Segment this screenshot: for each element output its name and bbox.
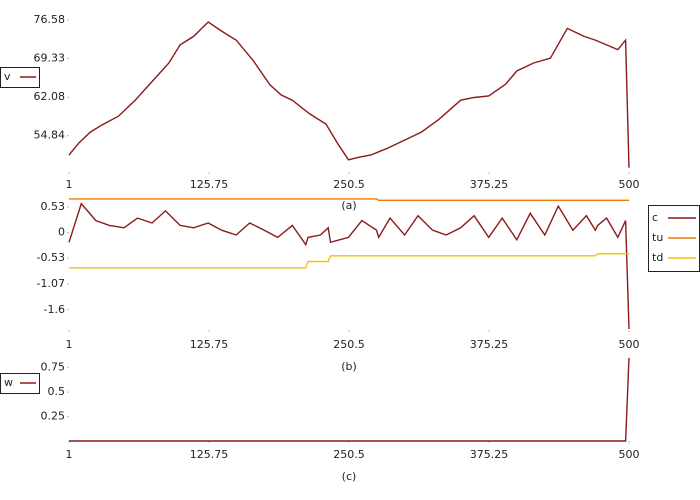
series-line [69,198,629,201]
x-tick-label: 375.25 [470,338,509,351]
caption: (c) [342,470,357,483]
series-line [68,21,630,168]
x-tick-label: 125.75 [190,338,229,351]
x-tick-label: 125.75 [190,448,229,461]
series-line [69,253,629,269]
x-tick-label: 375.25 [470,448,509,461]
x-tick-label: 250.5 [333,178,365,191]
x-tick-label: 500 [619,178,640,191]
legend-label: c [652,211,658,224]
y-tick-label: 76.58 [34,13,66,26]
y-tick-label: 69.33 [34,52,66,65]
legend-label: tu [652,231,663,244]
y-tick-label: 0.5 [48,385,66,398]
x-tick-label: 250.5 [333,448,365,461]
y-tick-label: 62.08 [34,90,66,103]
series-line [68,202,630,330]
x-tick-label: 375.25 [470,178,509,191]
y-tick-label: 0 [58,226,65,239]
caption: (a) [341,199,356,212]
y-tick-label: 0.53 [41,200,66,213]
x-tick-label: 500 [619,448,640,461]
x-tick-label: 500 [619,338,640,351]
y-tick-label: 54.84 [34,129,66,142]
x-tick-label: 250.5 [333,338,365,351]
x-tick-label: 1 [66,448,73,461]
legend-label: td [652,251,663,264]
y-tick-label: -1.6 [44,303,65,316]
y-tick-label: 0.75 [41,361,66,374]
x-tick-label: 1 [66,338,73,351]
y-tick-label: -1.07 [37,277,65,290]
y-tick-label: 0.25 [41,410,66,423]
x-tick-label: 1 [66,178,73,191]
x-tick-label: 125.75 [190,178,229,191]
legend-label: w [4,376,13,389]
series-line [69,357,630,442]
legend-label: v [4,70,11,83]
caption: (b) [341,360,357,373]
y-tick-label: -0.53 [37,251,65,264]
